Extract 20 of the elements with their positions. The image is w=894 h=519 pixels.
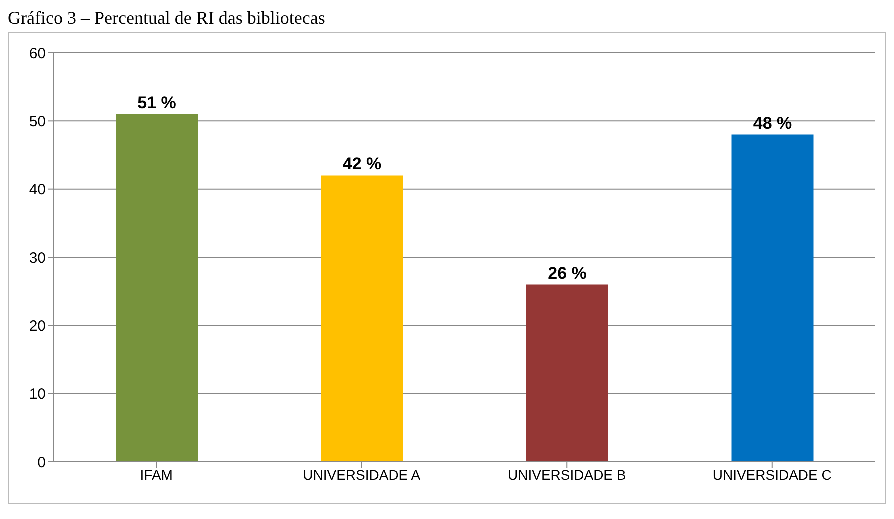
y-tick-label: 30 — [29, 250, 46, 267]
bar — [116, 114, 198, 462]
y-tick-label: 40 — [29, 182, 46, 199]
bar — [526, 284, 608, 462]
bar — [732, 134, 814, 462]
chart-title: Gráfico 3 – Percentual de RI das bibliotecas — [8, 8, 326, 30]
data-label: 51 % — [138, 93, 176, 112]
bar — [321, 176, 404, 462]
x-tick-label: IFAM — [140, 466, 173, 483]
x-tick-label: UNIVERSIDADE C — [712, 466, 832, 483]
data-label: 26 % — [548, 264, 587, 283]
y-tick-label: 0 — [38, 454, 46, 472]
y-tick-label: 60 — [29, 45, 46, 62]
y-tick-label: 10 — [29, 386, 46, 404]
x-tick-label: UNIVERSIDADE A — [303, 466, 422, 483]
x-tick-label: UNIVERSIDADE B — [508, 466, 626, 483]
data-label: 48 % — [753, 114, 792, 133]
y-tick-label: 20 — [29, 318, 46, 335]
y-tick-label: 50 — [29, 113, 46, 130]
data-label: 42 % — [342, 154, 382, 174]
